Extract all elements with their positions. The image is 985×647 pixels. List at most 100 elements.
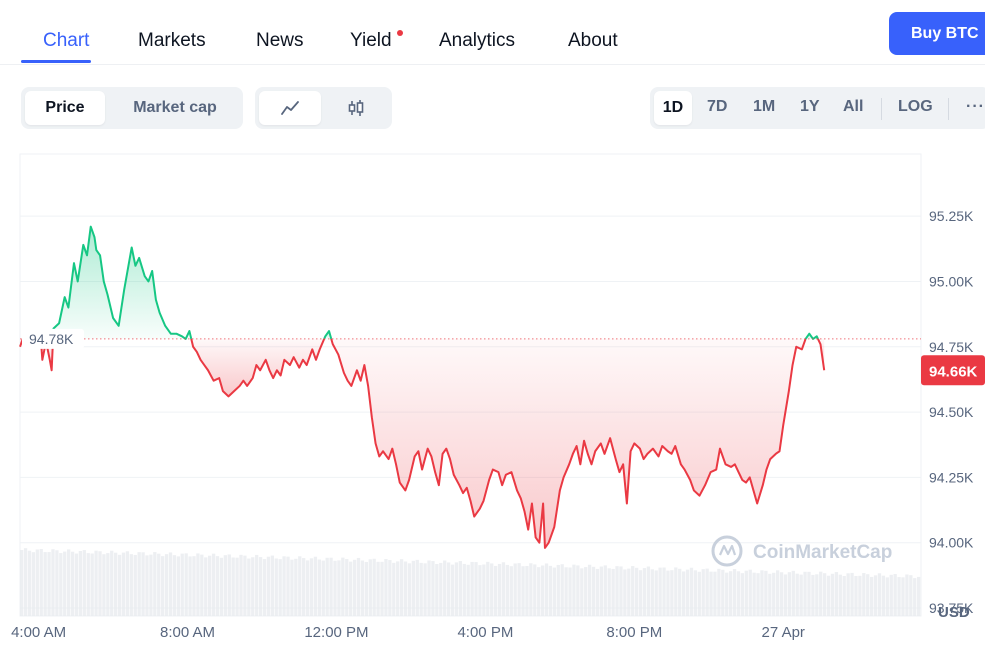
volume-bar: [125, 551, 130, 616]
volume-bar: [552, 567, 557, 616]
volume-bar: [830, 573, 835, 616]
price-chart[interactable]: 93.75K 94.00K 94.25K 94.50K 94.75K 95.00K 95.2…: [0, 150, 985, 640]
volume-bar: [787, 572, 792, 616]
volume-bar: [266, 556, 271, 616]
x-tick-label: 8:00 AM: [160, 624, 215, 640]
more-options-button[interactable]: ···: [966, 98, 985, 115]
volume-bar: [407, 563, 412, 616]
volume-bar: [145, 555, 149, 616]
range-1y-button[interactable]: 1Y: [800, 98, 820, 115]
volume-bar: [321, 560, 325, 616]
volume-bar: [525, 566, 529, 616]
volume-bar: [799, 574, 803, 616]
volume-bar: [114, 552, 118, 616]
volume-bar: [133, 554, 137, 616]
volume-bar: [98, 551, 102, 616]
x-tick-label: 4:00 PM: [457, 624, 513, 640]
volume-bar: [654, 570, 658, 616]
volume-bar: [215, 556, 220, 616]
volume-bar: [368, 559, 372, 616]
volume-bar: [153, 552, 157, 616]
loss-area: [817, 338, 825, 371]
volume-bar: [486, 561, 490, 616]
volume-bar: [415, 559, 419, 616]
volume-bar: [376, 561, 380, 616]
volume-bar: [309, 558, 314, 616]
range-all-button[interactable]: All: [843, 98, 864, 115]
volume-bar: [176, 556, 180, 616]
volume-bar: [51, 549, 55, 616]
volume-bar: [556, 564, 560, 616]
gain-line: [52, 225, 193, 340]
price-toggle-button[interactable]: Price: [25, 91, 105, 125]
volume-bar: [251, 557, 255, 616]
buy-btc-button[interactable]: Buy BTC: [889, 12, 985, 55]
log-scale-button[interactable]: LOG: [898, 98, 933, 115]
range-1m-button[interactable]: 1M: [753, 98, 776, 115]
volume-bar: [255, 554, 259, 616]
line-chart-button[interactable]: [259, 91, 321, 125]
volume-bar: [67, 549, 71, 616]
volume-bar: [732, 569, 737, 616]
tab-chart[interactable]: Chart: [43, 30, 90, 51]
range-7d-button[interactable]: 7D: [707, 98, 728, 115]
candlestick-chart-button[interactable]: [325, 91, 387, 125]
volume-bar: [897, 577, 901, 616]
volume-bar: [27, 550, 32, 616]
volume-bar: [842, 576, 846, 616]
volume-bar: [521, 566, 525, 616]
volume-bar: [290, 559, 294, 616]
tab-markets[interactable]: Markets: [138, 30, 206, 51]
line-chart-icon: [281, 101, 299, 115]
volume-bar: [164, 554, 169, 616]
volume-bar: [615, 566, 619, 616]
volume-bar: [572, 564, 576, 616]
volume-bar: [619, 566, 623, 616]
tab-analytics[interactable]: Analytics: [439, 30, 516, 51]
volume-bar: [611, 568, 615, 616]
volume-bar: [219, 557, 224, 616]
volume-bar: [560, 564, 564, 616]
volume-bar: [110, 550, 114, 616]
price-area: [20, 226, 825, 548]
currency-label: USD: [938, 604, 970, 621]
volume-bar: [811, 574, 815, 616]
market-cap-toggle-button[interactable]: Market cap: [133, 99, 217, 116]
volume-bar: [775, 570, 780, 616]
tab-news[interactable]: News: [256, 30, 304, 51]
last-price-badge: 94.66K: [921, 355, 985, 386]
loss-line: [817, 338, 826, 371]
x-axis-labels: 4:00 AM 8:00 AM 12:00 PM 4:00 PM 8:00 PM 27 A…: [11, 624, 805, 640]
volume-bar: [333, 560, 337, 616]
volume-bar: [55, 550, 59, 616]
volume-bar: [807, 571, 811, 616]
volume-bar: [779, 572, 784, 616]
x-tick-label: 4:00 AM: [11, 624, 66, 640]
coinmarketcap-watermark: CoinMarketCap: [711, 535, 892, 567]
volume-bar: [490, 563, 494, 616]
volume-bar: [39, 548, 43, 616]
volume-bar: [748, 569, 752, 616]
volume-bar: [725, 572, 729, 616]
volume-bar: [129, 554, 133, 616]
volume-bar: [576, 565, 580, 616]
volume-bar: [262, 559, 267, 616]
volume-bar: [20, 550, 24, 616]
volume-bar: [826, 575, 831, 616]
volume-bar: [168, 552, 173, 616]
volume-bar: [819, 571, 823, 616]
volume-bar: [689, 567, 694, 616]
candlestick-icon: [348, 100, 364, 116]
volume-bar: [709, 571, 713, 616]
tab-yield[interactable]: Yield: [350, 30, 392, 51]
tab-about[interactable]: About: [568, 30, 618, 51]
volume-bar: [595, 568, 600, 616]
metric-toggle: Price Market cap: [21, 87, 243, 129]
volume-bar: [329, 557, 333, 616]
loss-area: [331, 338, 806, 548]
range-1d-button[interactable]: 1D: [654, 91, 692, 125]
volume-bar: [850, 572, 854, 616]
watermark-text: CoinMarketCap: [753, 542, 892, 563]
volume-bar: [509, 566, 513, 616]
volume-bar: [517, 563, 521, 616]
